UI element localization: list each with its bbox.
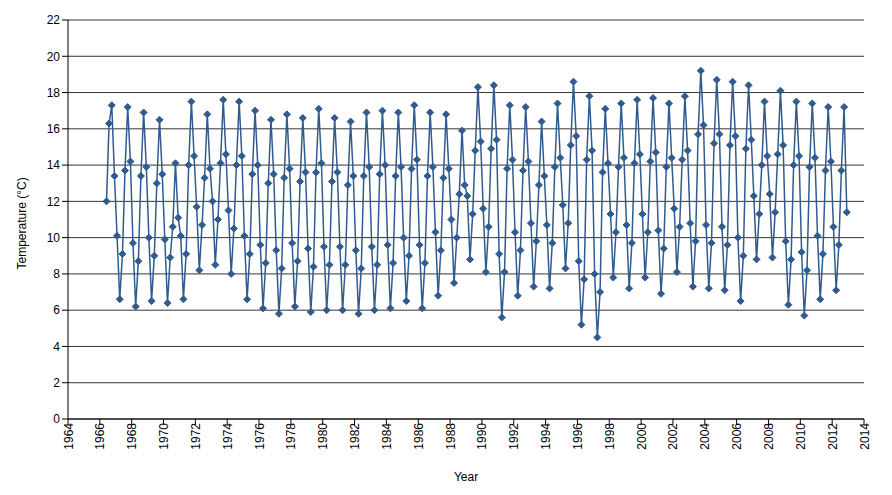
svg-text:4: 4 [53,340,60,354]
svg-text:1990: 1990 [475,423,489,450]
svg-text:Year: Year [454,470,478,484]
svg-text:14: 14 [47,158,61,172]
svg-text:1964: 1964 [62,423,76,450]
svg-text:6: 6 [53,303,60,317]
svg-text:1974: 1974 [221,423,235,450]
svg-text:2004: 2004 [698,423,712,450]
svg-text:12: 12 [47,195,61,209]
svg-text:2002: 2002 [666,423,680,450]
svg-text:22: 22 [47,13,61,27]
svg-text:1996: 1996 [571,423,585,450]
svg-text:1968: 1968 [125,423,139,450]
svg-text:2008: 2008 [762,423,776,450]
svg-text:1992: 1992 [507,423,521,450]
svg-text:10: 10 [47,231,61,245]
svg-text:16: 16 [47,122,61,136]
svg-text:1982: 1982 [348,423,362,450]
svg-text:1972: 1972 [189,423,203,450]
svg-text:0: 0 [53,412,60,426]
svg-text:20: 20 [47,50,61,64]
svg-text:2000: 2000 [635,423,649,450]
svg-text:1986: 1986 [412,423,426,450]
svg-text:2012: 2012 [826,423,840,450]
svg-text:1978: 1978 [284,423,298,450]
svg-text:2: 2 [53,376,60,390]
svg-text:1970: 1970 [157,423,171,450]
svg-text:1988: 1988 [444,423,458,450]
svg-text:Temperature (°C): Temperature (°C) [15,177,29,269]
svg-text:18: 18 [47,86,61,100]
svg-text:1984: 1984 [380,423,394,450]
svg-text:2006: 2006 [730,423,744,450]
svg-text:1966: 1966 [93,423,107,450]
svg-text:8: 8 [53,267,60,281]
svg-text:1980: 1980 [316,423,330,450]
svg-text:1994: 1994 [539,423,553,450]
svg-text:2014: 2014 [858,423,872,450]
svg-text:2010: 2010 [794,423,808,450]
svg-text:1976: 1976 [253,423,267,450]
svg-text:1998: 1998 [603,423,617,450]
